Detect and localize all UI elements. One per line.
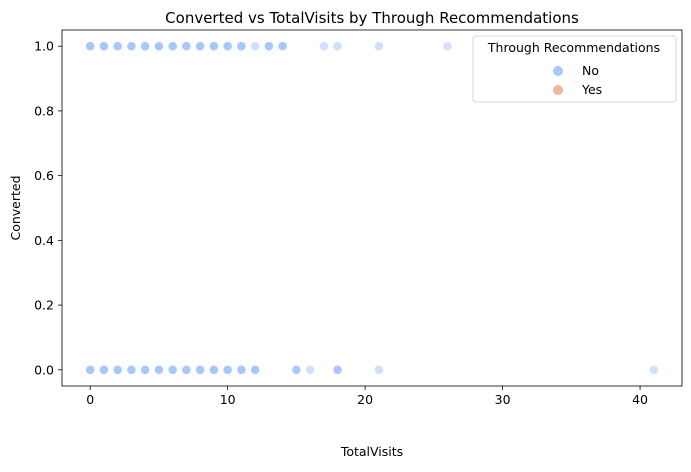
data-point-no-5 <box>154 41 164 52</box>
y-tick-label: 0.6 <box>34 168 54 183</box>
data-point-no-26 <box>181 364 192 375</box>
data-point-no-25 <box>167 364 178 375</box>
data-point-no-11 <box>236 41 247 52</box>
data-point-no-32 <box>291 364 302 375</box>
data-point-no-10 <box>222 41 233 52</box>
data-point-no-27 <box>195 364 206 375</box>
x-tick-label: 10 <box>220 392 236 407</box>
data-point-no-19 <box>85 364 96 375</box>
legend-label-yes: Yes <box>581 82 602 97</box>
data-point-no-20 <box>99 364 109 375</box>
x-axis: 0 10 20 30 40 <box>86 386 648 407</box>
data-point-no-21 <box>112 364 123 375</box>
y-axis: 0.0 0.2 0.4 0.6 0.8 1.0 <box>34 39 62 377</box>
data-point-no-0 <box>85 41 96 52</box>
x-tick-label: 20 <box>357 392 373 407</box>
data-point-no-1 <box>99 41 109 52</box>
legend-marker-yes <box>553 85 563 95</box>
legend-label-no: No <box>582 63 599 78</box>
legend-marker-no <box>553 66 563 76</box>
data-point-no-4 <box>140 41 151 52</box>
data-point-no-30 <box>236 364 247 375</box>
x-tick-label: 0 <box>86 392 94 407</box>
data-point-no-18 <box>442 41 453 52</box>
data-point-no-8 <box>195 41 206 52</box>
data-point-no-12 <box>250 41 261 52</box>
legend: Through Recommendations No Yes <box>472 35 677 103</box>
data-point-no-15 <box>318 41 329 52</box>
data-point-no-33 <box>305 364 316 375</box>
data-point-no-7 <box>181 41 192 52</box>
x-tick-label: 30 <box>495 392 511 407</box>
y-tick-label: 0.4 <box>34 233 54 248</box>
data-point-no-36 <box>648 364 659 375</box>
data-point-no-28 <box>209 364 219 375</box>
data-point-no-29 <box>222 364 233 375</box>
data-point-no-3 <box>126 41 137 52</box>
data-point-no-22 <box>126 364 137 375</box>
data-point-no-13 <box>263 41 274 52</box>
data-point-no-35 <box>373 364 384 375</box>
data-point-no-9 <box>209 41 219 52</box>
y-tick-label: 0.0 <box>34 362 54 377</box>
data-points <box>85 41 659 375</box>
legend-box <box>472 35 677 103</box>
y-tick-label: 0.8 <box>34 103 54 118</box>
plot-area-frame <box>61 29 683 387</box>
data-point-no-24 <box>154 364 164 375</box>
x-tick-label: 40 <box>632 392 648 407</box>
legend-title: Through Recommendations <box>487 40 660 55</box>
y-axis-label: Converted <box>8 175 23 240</box>
data-point-no-17 <box>373 41 384 52</box>
data-point-no-14 <box>277 41 288 52</box>
data-point-no-31 <box>250 364 261 375</box>
data-point-no-16 <box>332 41 343 52</box>
data-point-no-23 <box>140 364 151 375</box>
data-point-no-2 <box>112 41 123 52</box>
y-tick-label: 1.0 <box>34 39 54 54</box>
data-point-no-34 <box>332 364 343 375</box>
chart-title: Converted vs TotalVisits by Through Reco… <box>165 9 579 27</box>
x-axis-label: TotalVisits <box>340 444 403 459</box>
data-point-no-6 <box>167 41 178 52</box>
y-tick-label: 0.2 <box>34 298 54 313</box>
